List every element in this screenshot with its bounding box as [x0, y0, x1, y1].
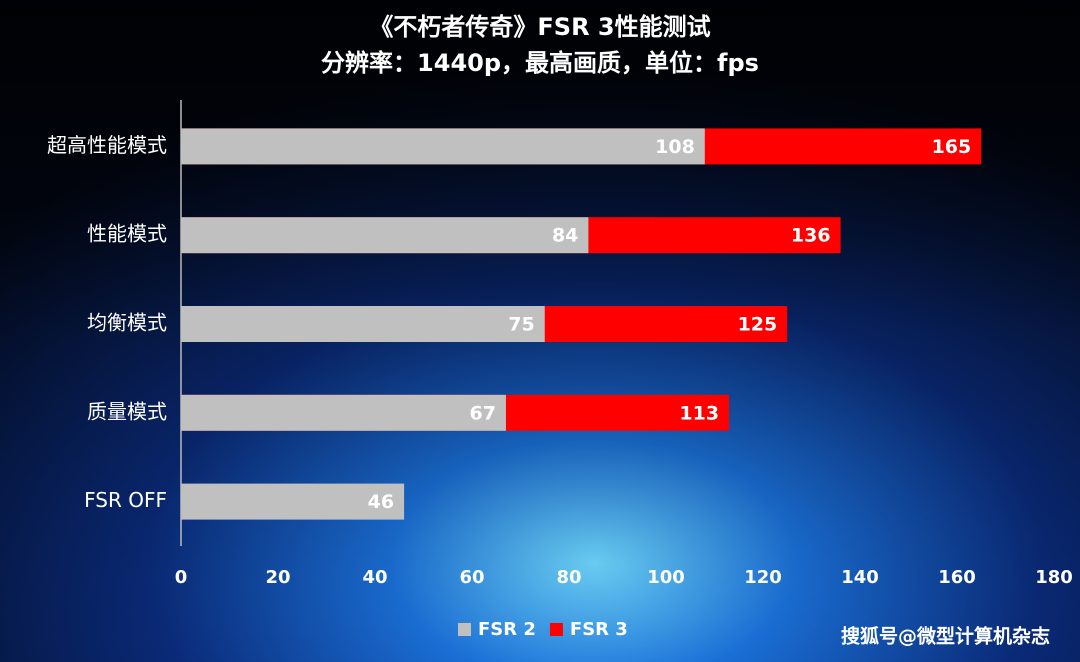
x-tick-label: 40: [362, 567, 387, 588]
y-tick-label: 质量模式: [87, 399, 167, 423]
bar: [181, 128, 705, 165]
value-label: 67: [469, 402, 495, 424]
value-label: 75: [508, 314, 534, 336]
bar: [181, 394, 506, 431]
chart-title: 《不朽者传奇》FSR 3性能测试: [369, 13, 710, 41]
legend-swatch: [549, 623, 563, 636]
legend-swatch: [458, 623, 471, 636]
value-label: 125: [738, 314, 778, 336]
bar: [181, 483, 405, 520]
value-label: 165: [932, 136, 972, 158]
value-label: 113: [679, 402, 719, 424]
x-tick-label: 20: [265, 567, 290, 588]
value-label: 136: [791, 225, 831, 247]
y-tick-label: 超高性能模式: [47, 133, 167, 157]
x-tick-label: 0: [175, 567, 188, 588]
watermark: 搜狐号@微型计算机杂志: [841, 625, 1050, 648]
x-tick-label: 140: [841, 567, 879, 588]
x-tick-label: 80: [556, 567, 581, 588]
value-label: 108: [655, 136, 695, 158]
x-tick-label: 60: [459, 567, 484, 588]
x-tick-label: 120: [744, 567, 782, 588]
y-tick-label: 均衡模式: [87, 311, 167, 335]
legend-label: FSR 2: [478, 619, 536, 640]
y-tick-label: FSR OFF: [84, 488, 167, 512]
x-tick-label: 160: [938, 567, 976, 588]
bar: [181, 217, 589, 254]
x-tick-label: 100: [647, 567, 685, 588]
chart-subtitle: 分辨率：1440p，最高画质，单位：fps: [321, 49, 759, 77]
value-label: 84: [552, 225, 578, 247]
legend-label: FSR 3: [570, 619, 628, 640]
y-tick-label: 性能模式: [87, 222, 167, 246]
value-label: 46: [368, 491, 394, 513]
x-tick-label: 180: [1035, 567, 1073, 588]
bar: [181, 306, 545, 342]
